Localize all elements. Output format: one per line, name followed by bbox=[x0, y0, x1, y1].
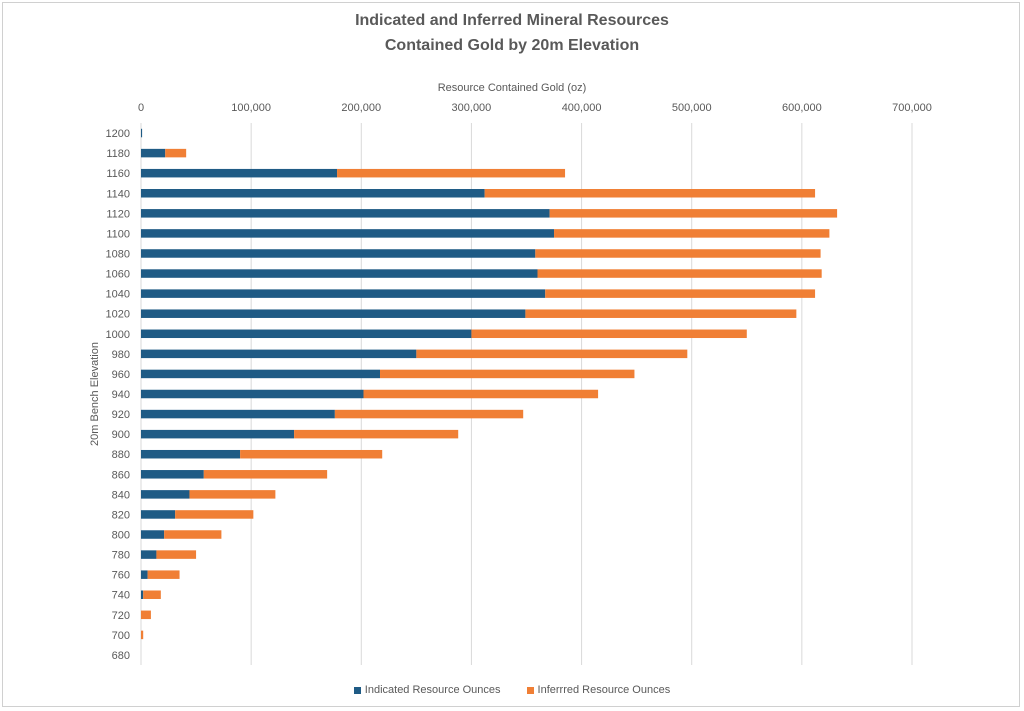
legend-label-indicated: Indicated Resource Ounces bbox=[364, 684, 501, 696]
y-tick-label: 980 bbox=[112, 349, 130, 361]
bar-inferred bbox=[141, 630, 144, 640]
bar-inferred bbox=[363, 389, 599, 399]
bar-inferred bbox=[471, 329, 747, 339]
bar-inferred bbox=[141, 610, 151, 620]
bar-inferred bbox=[416, 349, 688, 359]
bar-indicated bbox=[141, 349, 417, 359]
bar-indicated bbox=[141, 429, 295, 439]
bar-indicated bbox=[141, 148, 166, 158]
bar-inferred bbox=[535, 249, 821, 258]
y-tick-label: 960 bbox=[112, 369, 130, 381]
bar-indicated bbox=[141, 168, 338, 178]
legend-label-inferred: Inferrred Resource Ounces bbox=[537, 684, 671, 696]
bar-inferred bbox=[165, 148, 187, 158]
y-tick-label: 860 bbox=[112, 469, 130, 481]
x-tick-label: 100,000 bbox=[231, 102, 271, 114]
y-tick-label: 1120 bbox=[106, 208, 130, 220]
bar-indicated bbox=[141, 530, 165, 539]
y-tick-label: 900 bbox=[112, 429, 130, 441]
bar-inferred bbox=[164, 530, 222, 539]
bar-indicated bbox=[141, 490, 190, 499]
bar-indicated bbox=[141, 550, 157, 559]
bar-inferred bbox=[525, 309, 797, 318]
y-tick-label: 920 bbox=[112, 409, 130, 421]
bar-inferred bbox=[484, 189, 816, 198]
y-tick-label: 1140 bbox=[106, 188, 130, 200]
bar-inferred bbox=[143, 590, 161, 599]
bar-inferred bbox=[175, 510, 254, 519]
bar-indicated bbox=[141, 570, 148, 579]
bar-indicated bbox=[141, 189, 485, 198]
bar-inferred bbox=[240, 449, 383, 459]
y-tick-label: 1020 bbox=[106, 309, 130, 321]
bar-indicated bbox=[141, 309, 526, 318]
legend-swatch-inferred bbox=[526, 686, 534, 694]
y-tick-label: 840 bbox=[112, 489, 130, 501]
y-tick-label: 1080 bbox=[106, 248, 130, 260]
bar-inferred bbox=[294, 429, 459, 439]
y-tick-label: 700 bbox=[112, 630, 130, 642]
bar-inferred bbox=[203, 470, 328, 479]
y-tick-label: 880 bbox=[112, 449, 130, 461]
y-tick-label: 1180 bbox=[106, 148, 130, 160]
y-tick-label: 760 bbox=[112, 570, 130, 582]
bar-inferred bbox=[537, 269, 822, 278]
bar-inferred bbox=[545, 289, 816, 298]
bar-indicated bbox=[141, 389, 364, 399]
legend-item-indicated: Indicated Resource Ounces bbox=[353, 684, 501, 696]
bar-indicated bbox=[141, 249, 536, 258]
legend-swatch-indicated bbox=[353, 686, 361, 694]
bar-inferred bbox=[380, 369, 635, 379]
y-tick-label: 1160 bbox=[106, 168, 130, 180]
x-tick-label: 500,000 bbox=[672, 102, 712, 114]
bar-inferred bbox=[334, 409, 524, 419]
y-tick-label: 1000 bbox=[106, 329, 130, 341]
bar-indicated bbox=[141, 209, 550, 218]
x-tick-label: 700,000 bbox=[892, 102, 932, 114]
bar-inferred bbox=[156, 550, 197, 559]
y-tick-label: 780 bbox=[112, 550, 130, 562]
bar-indicated bbox=[141, 329, 472, 339]
bar-indicated bbox=[141, 229, 555, 238]
bar-indicated bbox=[141, 449, 241, 459]
y-tick-label: 820 bbox=[112, 509, 130, 521]
x-axis-label: Resource Contained Gold (oz) bbox=[437, 82, 587, 94]
bar-indicated bbox=[141, 269, 538, 278]
bar-indicated bbox=[141, 369, 381, 379]
bar-inferred bbox=[337, 168, 566, 178]
y-tick-label: 800 bbox=[112, 530, 130, 542]
y-tick-label: 940 bbox=[112, 389, 130, 401]
bar-indicated bbox=[141, 470, 204, 479]
bar-inferred bbox=[189, 490, 276, 499]
y-tick-label: 1040 bbox=[106, 289, 130, 301]
bar-indicated bbox=[141, 289, 546, 298]
bar-indicated bbox=[141, 128, 143, 138]
y-tick-label: 1060 bbox=[106, 269, 130, 281]
y-tick-label: 1200 bbox=[106, 128, 130, 140]
x-tick-label: 600,000 bbox=[782, 102, 822, 114]
bar-indicated bbox=[141, 590, 144, 599]
x-tick-label: 200,000 bbox=[341, 102, 381, 114]
legend: Indicated Resource Ounces Inferrred Reso… bbox=[0, 684, 1024, 696]
x-tick-label: 400,000 bbox=[562, 102, 602, 114]
bar-indicated bbox=[141, 510, 176, 519]
y-tick-label: 680 bbox=[112, 650, 130, 662]
legend-item-inferred: Inferrred Resource Ounces bbox=[526, 684, 671, 696]
bar-inferred bbox=[147, 570, 180, 579]
bar-inferred bbox=[554, 229, 830, 238]
chart-title-line2: Contained Gold by 20m Elevation bbox=[384, 37, 640, 54]
x-tick-label: 300,000 bbox=[452, 102, 492, 114]
y-tick-label: 1100 bbox=[106, 228, 130, 240]
y-tick-label: 720 bbox=[112, 610, 130, 622]
x-tick-label: 0 bbox=[138, 102, 144, 114]
bar-inferred bbox=[549, 209, 838, 218]
y-tick-label: 740 bbox=[112, 590, 130, 602]
chart-title-line1: Indicated and Inferred Mineral Resources bbox=[355, 12, 669, 29]
bar-indicated bbox=[141, 409, 335, 419]
